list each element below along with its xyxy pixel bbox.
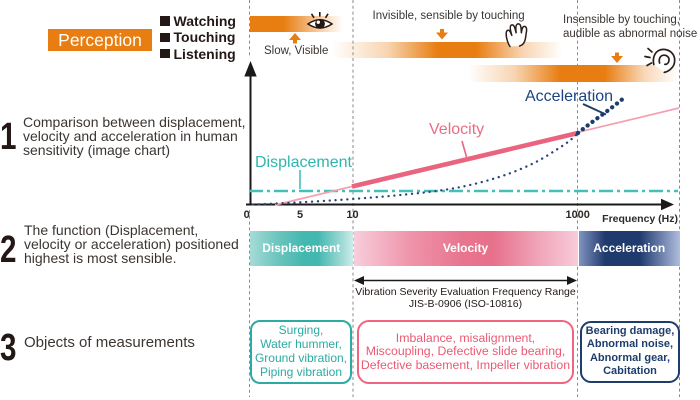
item-1-text: Comparison between displacement, velocit… — [23, 113, 246, 158]
acceleration-curve-emphasis — [575, 94, 628, 136]
acceleration-curve — [251, 131, 580, 206]
x-axis-label: Frequency (Hz) — [602, 212, 678, 225]
perception-heading: Perception — [48, 29, 152, 51]
watching-note: Slow, Visible — [264, 44, 329, 57]
displacement-objects-box: Surging, Water hummer, Ground vibration,… — [250, 320, 352, 384]
hand-icon — [505, 23, 528, 48]
severity-range-caption: Vibration Severity Evaluation Frequency … — [355, 286, 576, 311]
range-arrowhead-right — [567, 276, 577, 285]
band-velocity: Velocity — [353, 231, 578, 266]
listening-note: Insensible by touching, audible as abnor… — [563, 13, 698, 40]
band-displacement: Displacement — [249, 231, 353, 266]
range-arrowhead-left — [354, 276, 364, 285]
listening-arrow-down-icon — [611, 52, 623, 63]
item-3-number: 3 — [0, 326, 17, 369]
acceleration-label: Acceleration — [525, 87, 614, 105]
touching-range-bar — [332, 42, 562, 58]
displacement-label: Displacement — [255, 154, 352, 171]
watching-bullet-icon — [160, 16, 170, 26]
velocity-leader — [461, 140, 468, 158]
severity-range-arrow — [354, 276, 577, 285]
touching-bullet-icon — [160, 32, 170, 43]
velocity-label: Velocity — [429, 121, 485, 138]
velocity-line-thick — [351, 130, 579, 189]
x-axis-arrowhead — [661, 198, 674, 211]
y-axis-arrowhead — [244, 61, 257, 77]
acceleration-leader — [582, 103, 607, 116]
item-3-text: Objects of measurements — [24, 334, 195, 352]
tick-10: 10 — [346, 208, 359, 221]
tick-5: 5 — [296, 208, 304, 221]
listening-bullet-icon — [160, 48, 170, 59]
legend-item-touching: Touching — [160, 29, 236, 45]
acceleration-objects-box: Bearing damage, Abnormal noise, Abnormal… — [580, 320, 680, 383]
touching-arrow-down-icon — [436, 29, 448, 40]
legend-item-listening: Listening — [160, 46, 236, 62]
touching-note: Invisible, sensible by touching — [372, 10, 525, 23]
eye-icon — [306, 12, 334, 29]
axes — [244, 61, 674, 211]
tick-1000: 1000 — [565, 208, 590, 221]
ear-icon — [644, 47, 676, 74]
velocity-objects-box: Imbalance, misalignment, Miscoupling, De… — [357, 320, 574, 384]
perception-legend: Watching Touching Listening — [160, 13, 236, 62]
perception-arrows — [289, 29, 623, 63]
watching-arrow-up-icon — [289, 33, 301, 44]
item-1-number: 1 — [0, 115, 17, 158]
listening-range-bar — [468, 65, 678, 82]
item-2-number: 2 — [0, 229, 17, 272]
band-acceleration: Acceleration — [579, 231, 680, 266]
legend-item-watching: Watching — [160, 13, 236, 29]
item-2-text: The function (Displacement, velocity or … — [24, 222, 239, 266]
tick-0: 0 — [243, 208, 250, 221]
